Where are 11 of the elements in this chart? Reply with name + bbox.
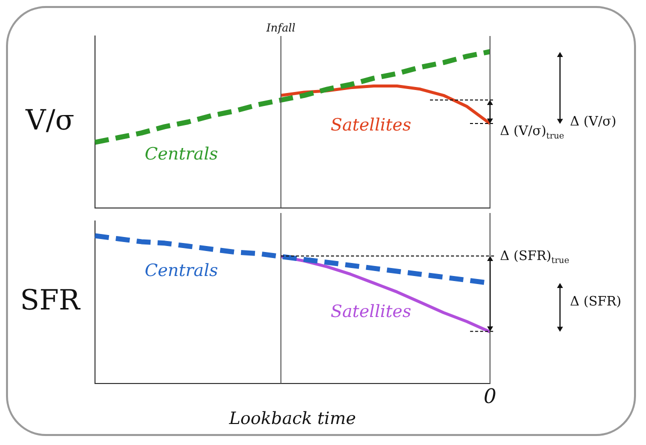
series-label: Centrals xyxy=(144,261,218,282)
x-axis-title: Lookback time xyxy=(228,409,356,430)
series-label: Satellites xyxy=(330,302,412,322)
text: Δ (V/σ) xyxy=(570,114,616,130)
y-axis-title: SFR xyxy=(20,284,81,317)
y-axis-title: V/σ xyxy=(24,103,74,136)
series-label: Centrals xyxy=(144,144,218,165)
text: Δ (SFR) xyxy=(570,294,622,310)
text: Infall xyxy=(265,21,296,34)
series-label: Satellites xyxy=(330,116,412,136)
text: 0 xyxy=(484,384,497,408)
